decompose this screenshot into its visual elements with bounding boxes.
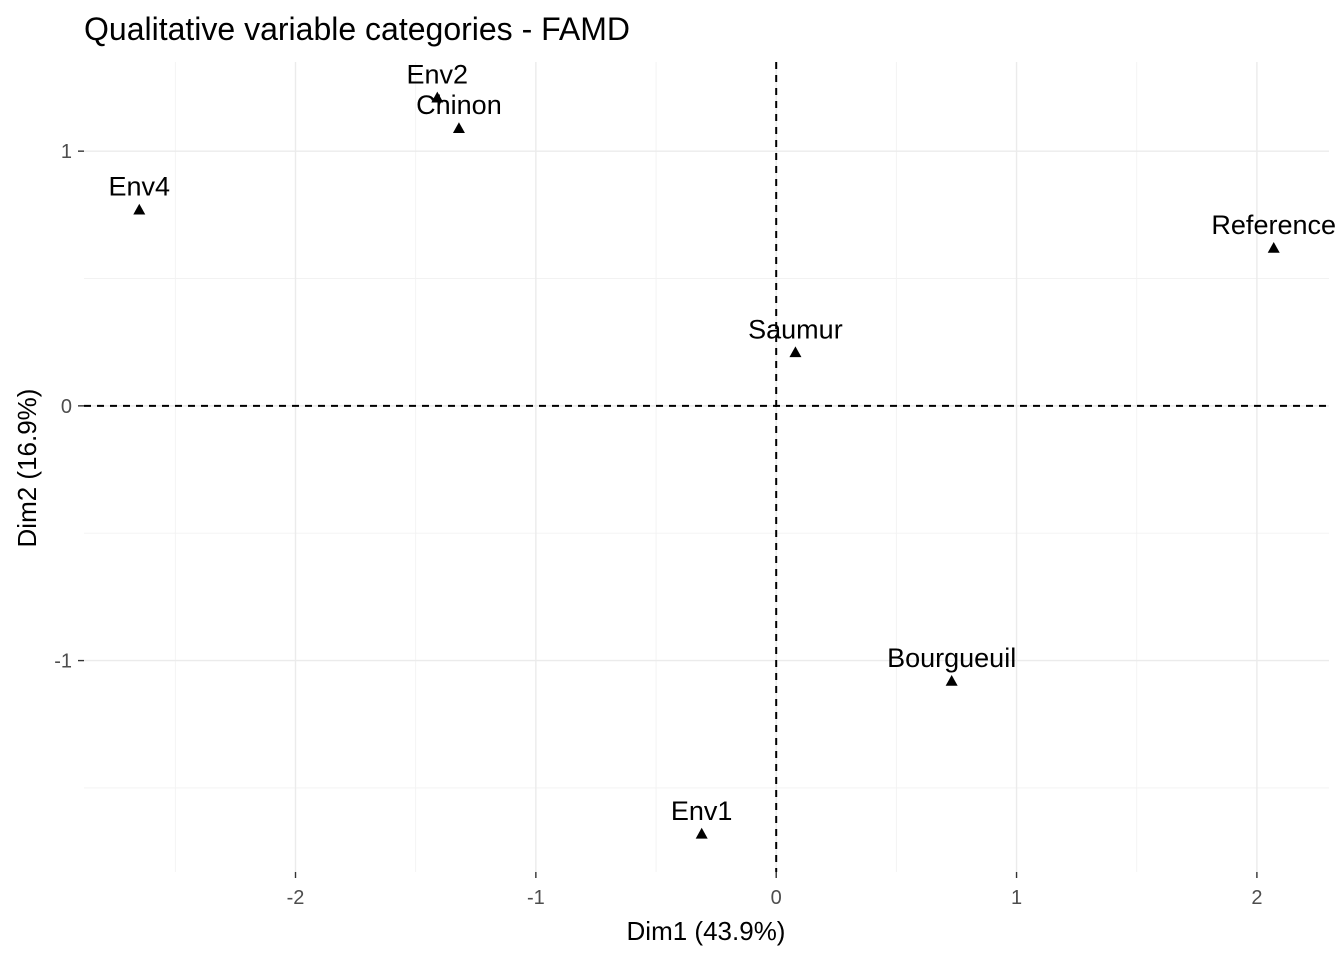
point-label-bourgueuil: Bourgueuil — [887, 643, 1016, 673]
y-tick-label: -1 — [54, 651, 72, 673]
data-points — [133, 91, 1280, 839]
chart-title: Qualitative variable categories - FAMD — [84, 11, 630, 47]
point-marker-env1 — [695, 827, 708, 839]
point-label-env2: Env2 — [407, 60, 469, 90]
point-label-env4: Env4 — [109, 172, 171, 202]
y-axis-title: Dim2 (16.9%) — [12, 389, 42, 548]
point-marker-env4 — [133, 203, 146, 215]
x-tick-label: -2 — [287, 887, 305, 909]
point-marker-chinon — [452, 122, 465, 134]
x-tick-label: 0 — [771, 887, 782, 909]
point-marker-env2 — [431, 91, 444, 103]
x-tick-label: 1 — [1011, 887, 1022, 909]
y-tick-label: 0 — [61, 396, 72, 418]
point-marker-reference — [1267, 241, 1280, 253]
point-marker-saumur — [789, 346, 802, 358]
grid — [84, 62, 1329, 872]
y-tick-label: 1 — [61, 141, 72, 163]
x-axis-title: Dim1 (43.9%) — [627, 916, 786, 946]
point-label-saumur: Saumur — [748, 314, 843, 344]
point-marker-bourgueuil — [945, 674, 958, 686]
zero-reference-lines — [84, 62, 1329, 872]
x-tick-label: -1 — [527, 887, 545, 909]
axis-ticks: -2 -1 0 1 2 -1 0 1 — [54, 141, 1262, 909]
x-tick-label: 2 — [1251, 887, 1262, 909]
point-label-env1: Env1 — [671, 796, 733, 826]
point-label-reference: Reference — [1211, 210, 1336, 240]
point-label-chinon: Chinon — [416, 90, 502, 120]
